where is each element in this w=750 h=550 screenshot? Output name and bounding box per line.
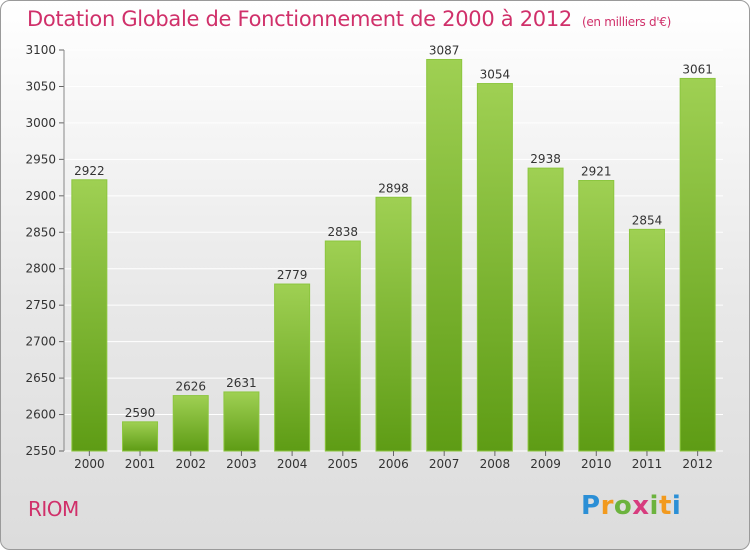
logo-letter: i [649, 491, 659, 521]
logo-letter: x [632, 491, 650, 521]
place-name: RIOM [28, 497, 79, 521]
x-tick-label-2004: 2004 [277, 457, 308, 471]
logo-letter: P [581, 491, 601, 521]
bar-2003 [223, 391, 260, 452]
y-axis-ticks: 2550 2600 2650 2700 2750 2800 2850 2900 2950 3000… [25, 43, 65, 458]
x-tick-label-2011: 2011 [632, 457, 663, 471]
y-tick-label: 2850 [25, 225, 56, 239]
x-tick-label-2012: 2012 [682, 457, 713, 471]
bar-2000 [71, 179, 108, 452]
x-tick-label-2002: 2002 [175, 457, 206, 471]
bar-2008 [476, 83, 513, 452]
data-label-2000: 2922 [74, 164, 105, 178]
bar-2004 [274, 283, 311, 452]
y-tick-label: 2750 [25, 298, 56, 312]
logo-letter: o [613, 491, 633, 521]
bar-2009 [527, 167, 564, 452]
proxiti-logo: Proxiti [581, 491, 681, 521]
data-label-2005: 2838 [328, 225, 359, 239]
bar-2005 [324, 240, 361, 452]
x-tick-label-2008: 2008 [480, 457, 511, 471]
chart-title: Dotation Globale de Fonctionnement de 20… [27, 7, 671, 31]
bars [71, 58, 716, 452]
data-label-2006: 2898 [378, 181, 409, 195]
bar-2001 [122, 421, 159, 452]
bar-2010 [578, 180, 615, 452]
data-label-2010: 2921 [581, 165, 612, 179]
data-label-2001: 2590 [125, 406, 156, 420]
data-label-2008: 3054 [480, 68, 511, 82]
data-label-2002: 2626 [175, 380, 206, 394]
y-tick-label: 2600 [25, 408, 56, 422]
data-label-2012: 3061 [682, 62, 713, 76]
y-tick-label: 3050 [25, 79, 56, 93]
data-label-2004: 2779 [277, 268, 308, 282]
y-tick-label: 2800 [25, 262, 56, 276]
x-tick-label-2006: 2006 [378, 457, 409, 471]
y-tick-label: 2650 [25, 371, 56, 385]
x-tick-label-2005: 2005 [328, 457, 359, 471]
y-tick-label: 2700 [25, 335, 56, 349]
data-labels: 2922 2590 2626 2631 2779 2838 2898 3087 3054 2938… [74, 43, 713, 419]
chart-unit-note: (en milliers d'€) [581, 15, 671, 29]
x-axis-ticks: 2000 2001 2002 2003 2004 2005 2006 2007 2008 2009… [74, 451, 713, 471]
bar-2012 [679, 77, 716, 452]
y-tick-label: 3100 [25, 43, 56, 57]
x-tick-label-2001: 2001 [125, 457, 156, 471]
logo-letter: t [658, 491, 672, 521]
logo-letter: i [671, 491, 682, 521]
x-tick-label-2010: 2010 [581, 457, 612, 471]
x-tick-label-2007: 2007 [429, 457, 460, 471]
bar-2011 [628, 228, 665, 452]
x-tick-label-2000: 2000 [74, 457, 105, 471]
data-label-2003: 2631 [226, 376, 257, 390]
x-tick-label-2003: 2003 [226, 457, 257, 471]
y-tick-label: 2900 [25, 189, 56, 203]
y-tick-label: 3000 [25, 116, 56, 130]
logo-letter: r [600, 491, 614, 521]
y-tick-label: 2550 [25, 444, 56, 458]
bar-2002 [172, 395, 209, 452]
data-label-2011: 2854 [632, 213, 663, 227]
bar-2007 [426, 58, 463, 452]
y-tick-label: 2950 [25, 152, 56, 166]
data-label-2009: 2938 [530, 152, 561, 166]
bar-2006 [375, 196, 412, 452]
chart-title-text: Dotation Globale de Fonctionnement de 20… [27, 7, 572, 31]
x-tick-label-2009: 2009 [530, 457, 561, 471]
data-label-2007: 3087 [429, 43, 460, 57]
